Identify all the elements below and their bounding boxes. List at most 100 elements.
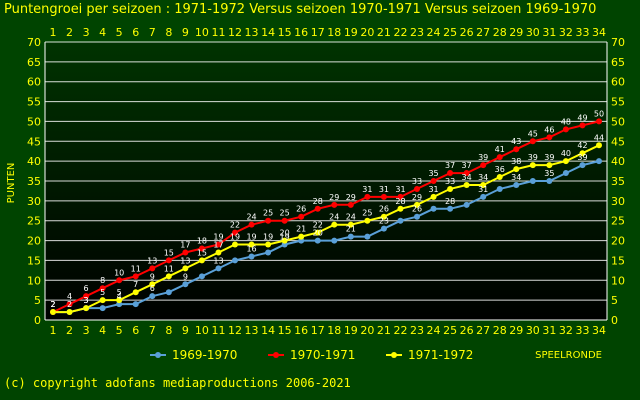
data-point [215, 241, 222, 248]
data-point [414, 185, 420, 192]
data-label: 9 [183, 272, 188, 281]
data-label: 46 [544, 125, 554, 134]
y-tick-label-right: 55 [611, 96, 625, 109]
gridlines [44, 41, 608, 321]
data-label: 34 [478, 173, 488, 182]
y-tick-label-left: 10 [27, 274, 41, 287]
data-label: 2 [50, 300, 55, 309]
y-tick-label-right: 40 [611, 155, 625, 168]
x-tick-label-top: 11 [211, 26, 225, 39]
data-label: 19 [246, 233, 256, 242]
data-label: 28 [395, 197, 405, 206]
legend-marker [155, 352, 161, 358]
data-point [298, 233, 305, 240]
data-label: 18 [197, 237, 207, 246]
x-tick-label-top: 2 [66, 26, 73, 39]
data-point [579, 122, 586, 129]
data-point [298, 213, 305, 220]
data-label: 9 [150, 272, 155, 281]
x-tick-label-bottom: 14 [261, 324, 275, 337]
data-point [596, 142, 602, 149]
legend-label: 1971-1972 [408, 348, 473, 362]
x-tick-label-top: 21 [377, 26, 391, 39]
x-tick-label-bottom: 25 [443, 324, 457, 337]
x-tick-label-bottom: 13 [245, 324, 259, 337]
data-point [331, 221, 338, 228]
data-point [430, 178, 437, 184]
data-point [380, 225, 387, 232]
data-point [331, 237, 338, 244]
x-tick-label-bottom: 28 [493, 324, 507, 337]
data-point [496, 174, 503, 181]
data-point [463, 181, 470, 188]
data-point [596, 158, 602, 165]
data-label: 17 [213, 240, 223, 249]
data-label: 44 [594, 133, 604, 142]
x-tick-label-top: 30 [526, 26, 540, 39]
data-point [414, 201, 420, 208]
data-label: 31 [428, 185, 438, 194]
data-label: 5 [100, 288, 105, 297]
y-tick-label-left: 60 [27, 76, 41, 89]
data-point [546, 134, 553, 141]
data-label: 20 [313, 229, 323, 238]
data-label: 45 [528, 129, 538, 138]
y-tick-label-left: 20 [27, 235, 41, 248]
series-line-1970-1971 [52, 120, 600, 313]
x-tick-label-bottom: 24 [427, 324, 441, 337]
y-tick-label-left: 15 [27, 254, 41, 267]
data-point [546, 162, 553, 169]
data-point [380, 193, 387, 200]
data-label: 48 [561, 117, 571, 126]
x-tick-label-bottom: 2 [66, 324, 73, 337]
data-point [480, 162, 487, 169]
data-label: 19 [263, 233, 273, 242]
data-label: 4 [67, 292, 72, 301]
data-point [215, 265, 222, 272]
x-tick-label-top: 10 [195, 26, 209, 39]
data-label: 15 [164, 248, 174, 257]
x-tick-label-top: 23 [410, 26, 424, 39]
data-point [149, 265, 156, 272]
x-tick-label-top: 7 [149, 26, 156, 39]
data-point [149, 281, 156, 288]
data-point [99, 305, 106, 312]
data-label: 26 [296, 205, 306, 214]
x-tick-label-bottom: 21 [377, 324, 391, 337]
data-point [281, 217, 288, 224]
y-axis-label: PUNTEN [6, 163, 17, 204]
series-line-1969-1970 [53, 160, 600, 314]
data-point [546, 178, 553, 184]
data-point [529, 162, 536, 169]
legend-marker [273, 352, 279, 358]
x-tick-label-bottom: 6 [132, 324, 139, 337]
x-tick-label-bottom: 12 [228, 324, 242, 337]
series-line-1971-1972 [53, 144, 600, 314]
data-label: 34 [511, 173, 521, 182]
data-label: 5 [117, 288, 122, 297]
data-point [165, 273, 172, 280]
data-label: 28 [313, 197, 323, 206]
data-point [463, 170, 470, 177]
data-point [513, 166, 520, 173]
data-point [66, 309, 73, 316]
data-label: 26 [379, 205, 389, 214]
data-point [232, 241, 238, 248]
data-label: 6 [150, 284, 155, 293]
x-tick-label-top: 34 [592, 26, 606, 39]
data-label: 8 [100, 276, 105, 285]
data-label: 11 [131, 264, 141, 273]
y-tick-label-right: 70 [611, 36, 625, 49]
data-point [480, 181, 487, 188]
x-tick-label-bottom: 9 [182, 324, 189, 337]
data-label: 16 [246, 244, 256, 253]
y-tick-label-right: 65 [611, 56, 625, 69]
y-tick-label-left: 45 [27, 135, 41, 148]
x-tick-label-top: 28 [493, 26, 507, 39]
data-point [165, 289, 172, 296]
data-point [265, 249, 272, 256]
data-label: 21 [296, 225, 306, 234]
data-point [66, 301, 73, 308]
x-tick-label-bottom: 16 [294, 324, 308, 337]
data-label: 39 [528, 153, 538, 162]
